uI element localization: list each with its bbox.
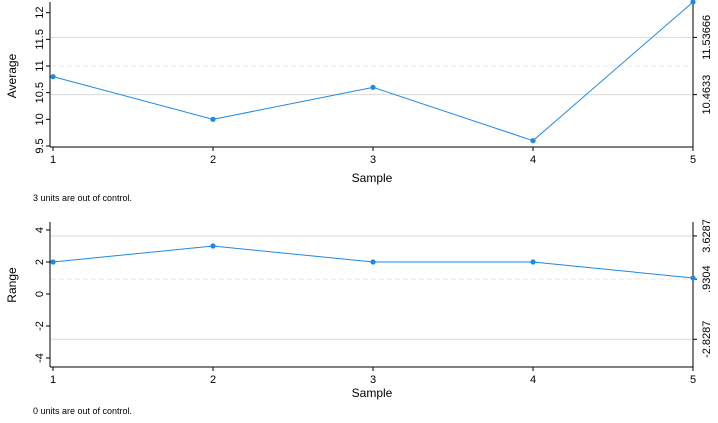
average-x-tick-label: 3 [370, 154, 376, 166]
range-data-point [50, 259, 56, 265]
range-center-line-label: .9304 [701, 265, 713, 293]
average-y-tick-label: 10.5 [34, 82, 46, 103]
average-series-line [52, 1, 694, 142]
range-chart-panel: Range Sample 0 units are out of control.… [5, 219, 713, 416]
average-x-tick-label: 1 [50, 154, 56, 166]
average-x-tick-label: 2 [210, 154, 216, 166]
range-data-point [370, 259, 376, 265]
average-y-tick-label: 9.5 [34, 138, 46, 153]
average-y-tick-label: 10 [34, 113, 46, 125]
average-y-tick-label: 12 [34, 7, 46, 19]
range-x-tick-label: 2 [210, 374, 216, 386]
range-ylabel: Range [5, 267, 19, 303]
average-control-limit-label: 10.4633 [701, 75, 713, 115]
range-data-point [690, 275, 696, 281]
average-data-point [210, 116, 216, 122]
range-x-tick-label: 3 [370, 374, 376, 386]
average-data-point [50, 74, 56, 80]
range-x-tick-label: 5 [690, 374, 696, 386]
average-data-point [370, 84, 376, 90]
average-chart-panel: Average Sample 3 units are out of contro… [5, 0, 713, 203]
average-control-limit-label: 11.53666 [701, 15, 713, 60]
average-xlabel: Sample [352, 171, 393, 185]
range-data-point [530, 259, 536, 265]
average-data-point [530, 138, 536, 144]
range-xlabel: Sample [352, 386, 393, 400]
range-y-tick-label: 4 [34, 227, 46, 233]
average-x-tick-label: 4 [530, 154, 536, 166]
range-y-tick-label: -2 [34, 321, 46, 331]
average-y-tick-label: 11.5 [34, 29, 46, 50]
average-y-tick-label: 11 [34, 60, 46, 71]
average-data-point [690, 0, 696, 5]
average-x-tick-label: 5 [690, 154, 696, 166]
range-control-limit-label: 3.6287 [701, 219, 713, 253]
average-out-of-control-note: 3 units are out of control. [33, 193, 132, 203]
average-ylabel: Average [5, 53, 19, 98]
range-out-of-control-note: 0 units are out of control. [33, 406, 132, 416]
range-x-tick-label: 4 [530, 374, 536, 386]
range-x-tick-label: 1 [50, 374, 56, 386]
range-y-tick-label: 0 [34, 291, 46, 297]
range-control-limit-label: -2.8287 [701, 321, 713, 358]
range-data-point [210, 243, 216, 249]
range-y-tick-label: -4 [34, 353, 46, 363]
range-y-tick-label: 2 [34, 259, 46, 265]
